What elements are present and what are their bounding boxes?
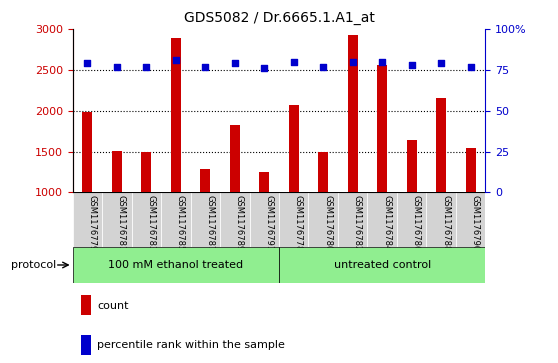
Bar xyxy=(456,192,485,247)
Bar xyxy=(288,105,299,192)
Point xyxy=(142,64,151,70)
Text: 100 mM ethanol treated: 100 mM ethanol treated xyxy=(108,260,243,270)
Text: protocol: protocol xyxy=(11,260,56,270)
Bar xyxy=(279,247,485,283)
Bar xyxy=(82,111,93,192)
Text: GSM1176789: GSM1176789 xyxy=(235,195,244,251)
Bar xyxy=(102,192,132,247)
Bar xyxy=(220,192,249,247)
Bar xyxy=(73,247,279,283)
Bar xyxy=(190,192,220,247)
Bar xyxy=(318,152,329,192)
Bar xyxy=(161,192,190,247)
Bar xyxy=(436,98,446,192)
Text: GSM1176785: GSM1176785 xyxy=(176,195,185,251)
Bar xyxy=(141,152,151,192)
Text: GSM1176788: GSM1176788 xyxy=(441,195,450,252)
Point xyxy=(83,60,92,66)
Text: GSM1176782: GSM1176782 xyxy=(353,195,362,251)
Point xyxy=(201,64,210,70)
Text: GSM1176790: GSM1176790 xyxy=(471,195,480,251)
Bar xyxy=(407,140,417,192)
Text: count: count xyxy=(97,301,129,310)
Point xyxy=(171,57,180,63)
Bar xyxy=(465,148,476,192)
Bar xyxy=(309,192,338,247)
Point xyxy=(348,59,357,65)
Bar xyxy=(249,192,279,247)
Text: GSM1176791: GSM1176791 xyxy=(264,195,273,251)
Text: GSM1176780: GSM1176780 xyxy=(323,195,332,251)
Bar xyxy=(229,125,240,192)
Point xyxy=(466,64,475,70)
Bar xyxy=(279,192,309,247)
Text: GDS5082 / Dr.6665.1.A1_at: GDS5082 / Dr.6665.1.A1_at xyxy=(184,11,374,25)
Text: GSM1176779: GSM1176779 xyxy=(87,195,97,251)
Bar xyxy=(81,335,91,355)
Text: GSM1176778: GSM1176778 xyxy=(294,195,303,252)
Text: GSM1176787: GSM1176787 xyxy=(205,195,214,252)
Bar xyxy=(348,35,358,192)
Point xyxy=(112,64,121,70)
Point xyxy=(407,62,416,68)
Bar xyxy=(426,192,456,247)
Bar xyxy=(377,65,387,192)
Point xyxy=(260,65,269,71)
Point xyxy=(437,60,446,66)
Text: GSM1176784: GSM1176784 xyxy=(382,195,391,251)
Bar xyxy=(81,295,91,315)
Bar xyxy=(338,192,368,247)
Text: untreated control: untreated control xyxy=(334,260,431,270)
Bar xyxy=(259,172,270,192)
Point xyxy=(378,59,387,65)
Text: GSM1176786: GSM1176786 xyxy=(412,195,421,252)
Bar xyxy=(200,169,210,192)
Text: percentile rank within the sample: percentile rank within the sample xyxy=(97,340,285,350)
Point xyxy=(289,59,298,65)
Bar xyxy=(73,192,102,247)
Bar xyxy=(397,192,426,247)
Bar xyxy=(368,192,397,247)
Bar xyxy=(132,192,161,247)
Bar xyxy=(112,151,122,192)
Text: GSM1176783: GSM1176783 xyxy=(146,195,155,252)
Point xyxy=(319,64,328,70)
Text: GSM1176781: GSM1176781 xyxy=(117,195,126,251)
Bar xyxy=(171,38,181,192)
Point xyxy=(230,60,239,66)
